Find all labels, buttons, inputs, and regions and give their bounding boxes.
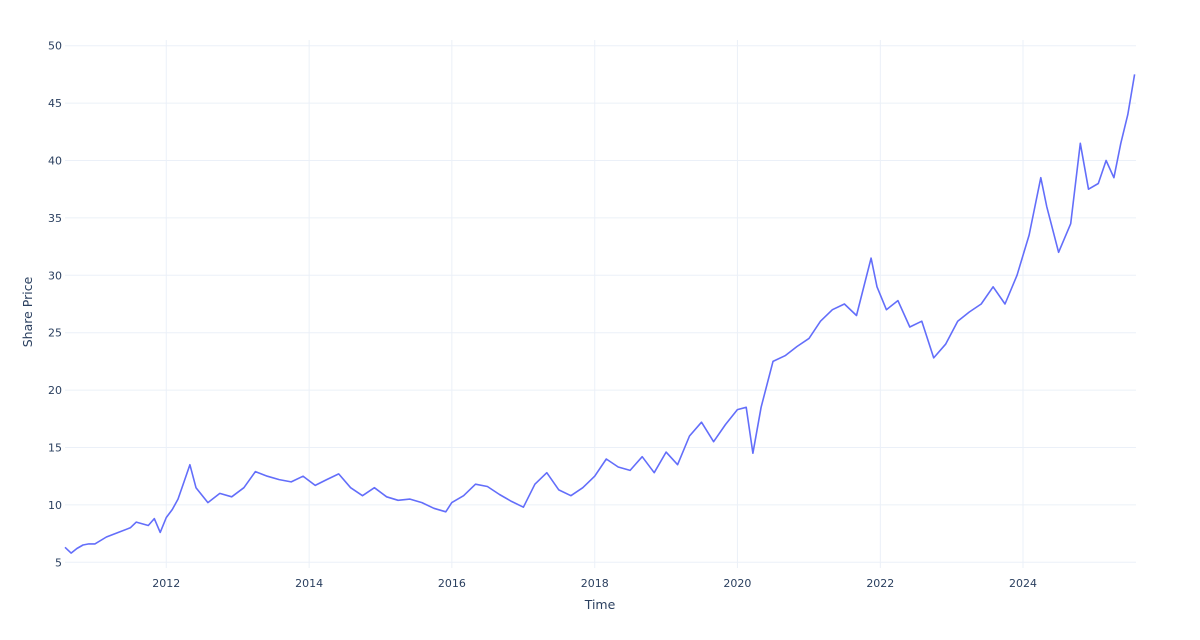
x-tick-label: 2018	[581, 577, 609, 590]
y-tick-label: 10	[48, 499, 62, 512]
x-axis-title: Time	[584, 597, 616, 612]
y-tick-label: 15	[48, 441, 62, 454]
y-gridlines	[65, 45, 1136, 563]
x-tick-labels: 2012 2014 2016 2018 2020 2022 2024	[152, 577, 1037, 590]
x-tick-label: 2020	[723, 577, 751, 590]
y-tick-labels: 5 10 15 20 25 30 35 40 45 50	[48, 40, 62, 570]
y-tick-label: 50	[48, 40, 62, 53]
series-line	[64, 74, 1136, 554]
plot-area	[64, 74, 1136, 554]
x-gridlines	[165, 40, 1024, 568]
x-tick-label: 2014	[295, 577, 323, 590]
y-tick-label: 5	[55, 556, 62, 569]
x-tick-label: 2012	[152, 577, 180, 590]
y-tick-label: 30	[48, 269, 62, 282]
y-tick-label: 35	[48, 212, 62, 225]
x-tick-label: 2016	[438, 577, 466, 590]
y-tick-label: 45	[48, 97, 62, 110]
y-tick-label: 25	[48, 327, 62, 340]
x-tick-label: 2024	[1009, 577, 1037, 590]
y-axis-title: Share Price	[20, 276, 35, 347]
y-tick-label: 40	[48, 155, 62, 168]
y-tick-label: 20	[48, 384, 62, 397]
x-tick-label: 2022	[866, 577, 894, 590]
